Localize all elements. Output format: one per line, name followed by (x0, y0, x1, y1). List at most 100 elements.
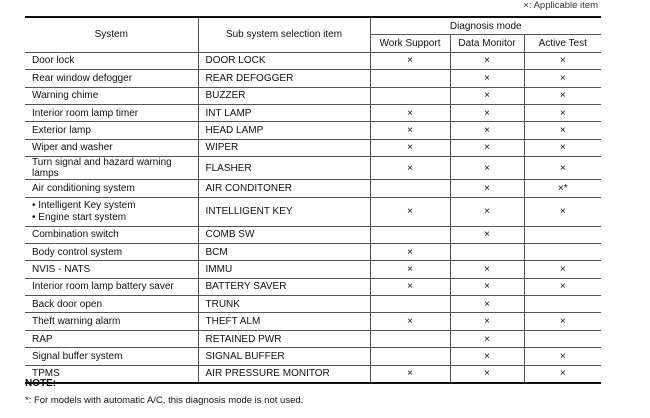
table-row: Signal buffer system SIGNAL BUFFER × × (25, 347, 602, 366)
table-row: TPMS AIR PRESSURE MONITOR × × × (25, 364, 602, 385)
cell-system: Combination switch (25, 225, 199, 244)
cell-system: Intelligent Key systemEngine start syste… (25, 196, 199, 227)
cell-work: × (370, 51, 451, 71)
cell-work: × (370, 364, 451, 385)
cell-sub: HEAD LAMP (198, 121, 371, 140)
cell-work: × (370, 103, 451, 123)
cell-work: × (370, 121, 451, 140)
diagnosis-table: System Sub system selection item Diagnos… (25, 15, 602, 385)
cell-sub: THEFT ALM (198, 312, 371, 331)
table-row: Warning chime BUZZER × × (25, 86, 602, 105)
cell-active: × (524, 277, 602, 297)
cell-sub: DOOR LOCK (198, 51, 371, 71)
cell-active: × (524, 51, 602, 71)
cell-work (370, 86, 451, 105)
cell-sub: RETAINED PWR (198, 329, 371, 349)
cell-sub: REAR DEFOGGER (198, 69, 371, 88)
header-mode: Diagnosis mode (370, 16, 602, 36)
cell-data: × (450, 121, 525, 140)
table-row: Intelligent Key systemEngine start syste… (25, 196, 602, 227)
header-system: System (25, 15, 199, 53)
cell-active: × (524, 156, 602, 181)
cell-data: × (450, 179, 525, 198)
cell-system: Interior room lamp timer (25, 103, 199, 123)
cell-system: RAP (25, 329, 199, 349)
cell-active: × (524, 312, 602, 331)
cell-data: × (450, 260, 525, 279)
cell-work (370, 179, 451, 198)
cell-active (524, 295, 602, 314)
cell-data: × (450, 312, 525, 331)
cell-sub: WIPER (198, 138, 371, 158)
cell-system: Rear window defogger (25, 69, 199, 88)
header-work: Work Support (370, 34, 451, 53)
cell-work (370, 225, 451, 244)
cell-active: × (524, 86, 602, 105)
cell-data: × (450, 103, 525, 123)
cell-system: Air conditioning system (25, 179, 199, 198)
cell-sub: BCM (198, 242, 371, 262)
cell-system: Turn signal and hazard warning lamps (25, 156, 199, 181)
table-row: Theft warning alarm THEFT ALM × × × (25, 312, 602, 331)
cell-work: × (370, 312, 451, 331)
cell-system: Warning chime (25, 86, 199, 105)
cell-data: × (450, 156, 525, 181)
cell-system: TPMS (25, 364, 199, 385)
cell-active: × (524, 138, 602, 158)
cell-active: × (524, 347, 602, 366)
cell-sub: BATTERY SAVER (198, 277, 371, 297)
table-row: Interior room lamp battery saver BATTERY … (25, 277, 602, 297)
legend-text: ×: Applicable item (523, 0, 598, 11)
cell-sub: FLASHER (198, 156, 371, 181)
cell-work: × (370, 156, 451, 181)
cell-active: ×* (524, 179, 602, 198)
cell-system: Door lock (25, 51, 199, 71)
cell-data: × (450, 196, 525, 227)
table-row: Rear window defogger REAR DEFOGGER × × (25, 69, 602, 88)
cell-system: Back door open (25, 295, 199, 314)
cell-work: × (370, 196, 451, 227)
table-row: Turn signal and hazard warning lamps FLAS… (25, 156, 602, 181)
header-active: Active Test (524, 34, 602, 53)
cell-system: Signal buffer system (25, 347, 199, 366)
cell-work: × (370, 260, 451, 279)
cell-sub: AIR PRESSURE MONITOR (198, 364, 371, 385)
header-sub: Sub system selection item (198, 15, 371, 53)
cell-active (524, 329, 602, 349)
table-row: Combination switch COMB SW × (25, 225, 602, 244)
cell-sub: AIR CONDITONER (198, 179, 371, 198)
cell-sub: COMB SW (198, 225, 371, 244)
cell-data: × (450, 277, 525, 297)
cell-system: Theft warning alarm (25, 312, 199, 331)
cell-system: Exterior lamp (25, 121, 199, 140)
cell-work: × (370, 138, 451, 158)
cell-sub: INTELLIGENT KEY (198, 196, 371, 227)
cell-active: × (524, 121, 602, 140)
cell-sub: INT LAMP (198, 103, 371, 123)
cell-data: × (450, 138, 525, 158)
table-row: RAP RETAINED PWR × (25, 329, 602, 349)
cell-data: × (450, 295, 525, 314)
cell-active (524, 242, 602, 262)
cell-data: × (450, 364, 525, 385)
cell-work (370, 295, 451, 314)
cell-work: × (370, 242, 451, 262)
table-row: Interior room lamp timer INT LAMP × × × (25, 103, 602, 123)
cell-data: × (450, 347, 525, 366)
cell-work (370, 347, 451, 366)
table-row: Back door open TRUNK × (25, 295, 602, 314)
cell-sub: SIGNAL BUFFER (198, 347, 371, 366)
cell-data: × (450, 51, 525, 71)
header-data: Data Monitor (450, 34, 525, 53)
cell-sub: IMMU (198, 260, 371, 279)
table-row: Air conditioning system AIR CONDITONER × ×* (25, 179, 602, 198)
table-row: Wiper and washer WIPER × × × (25, 138, 602, 158)
note-title: NOTE: (25, 378, 57, 389)
cell-sub: BUZZER (198, 86, 371, 105)
table-row: Exterior lamp HEAD LAMP × × × (25, 121, 602, 140)
cell-work (370, 329, 451, 349)
cell-system: Interior room lamp battery saver (25, 277, 199, 297)
cell-data (450, 242, 525, 262)
cell-data: × (450, 86, 525, 105)
table-row: Door lock DOOR LOCK × × × (25, 51, 602, 71)
